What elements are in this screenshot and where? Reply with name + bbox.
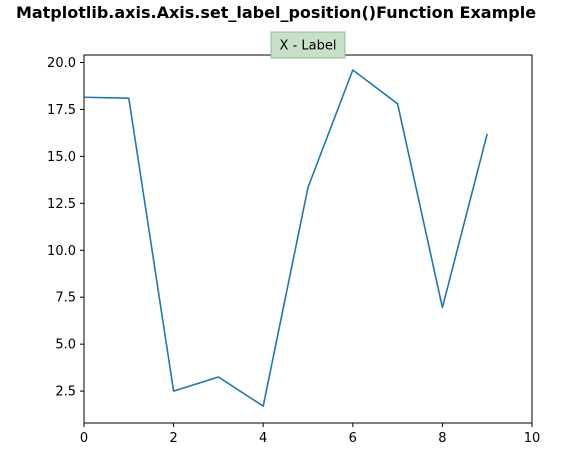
y-axis-ticks: 2.5 5.0 7.5 10.0 12.5 15.0 17.5 20.0: [47, 56, 84, 400]
axes-frame: [83, 54, 533, 424]
x-tick-label: 6: [349, 431, 357, 446]
y-tick-label: 5.0: [55, 338, 76, 353]
axes-spines: [83, 54, 533, 424]
x-tick-label: 0: [80, 431, 88, 446]
y-tick-label: 20.0: [47, 56, 76, 71]
x-axis-ticks: 0 2 4 6 8 10: [80, 423, 540, 446]
y-tick-label: 12.5: [47, 197, 76, 212]
y-tick-label: 10.0: [47, 244, 76, 259]
y-tick-label: 2.5: [55, 385, 76, 400]
y-tick-label: 17.5: [47, 103, 76, 118]
x-tick-label: 2: [169, 431, 177, 446]
x-axis-label-box: [270, 31, 346, 59]
y-tick-label: 7.5: [55, 291, 76, 306]
series-group: [83, 69, 488, 407]
x-axis-label: X - Label: [280, 39, 337, 54]
series-line: [83, 69, 488, 407]
chart-title: Matplotlib.axis.Axis.set_label_position(…: [15, 3, 537, 22]
x-tick-label: 4: [259, 431, 267, 446]
y-tick-label: 15.0: [47, 150, 76, 165]
x-axis-label-group: X - Label: [270, 31, 346, 59]
x-tick-label: 10: [524, 431, 541, 446]
x-tick-label: 8: [438, 431, 446, 446]
